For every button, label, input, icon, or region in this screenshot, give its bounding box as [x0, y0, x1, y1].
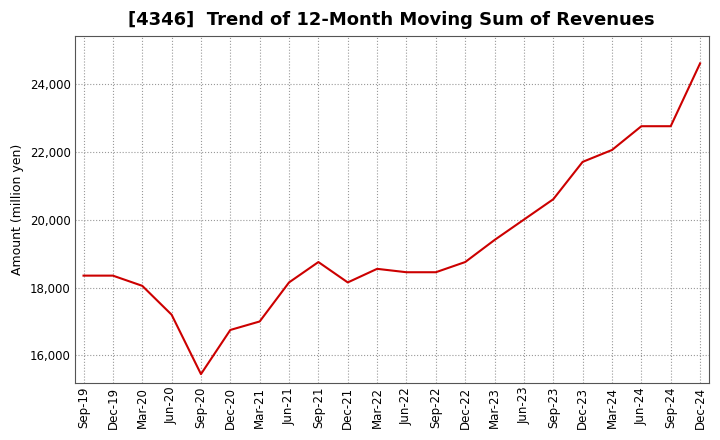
Y-axis label: Amount (million yen): Amount (million yen) — [11, 144, 24, 275]
Title: [4346]  Trend of 12-Month Moving Sum of Revenues: [4346] Trend of 12-Month Moving Sum of R… — [128, 11, 655, 29]
